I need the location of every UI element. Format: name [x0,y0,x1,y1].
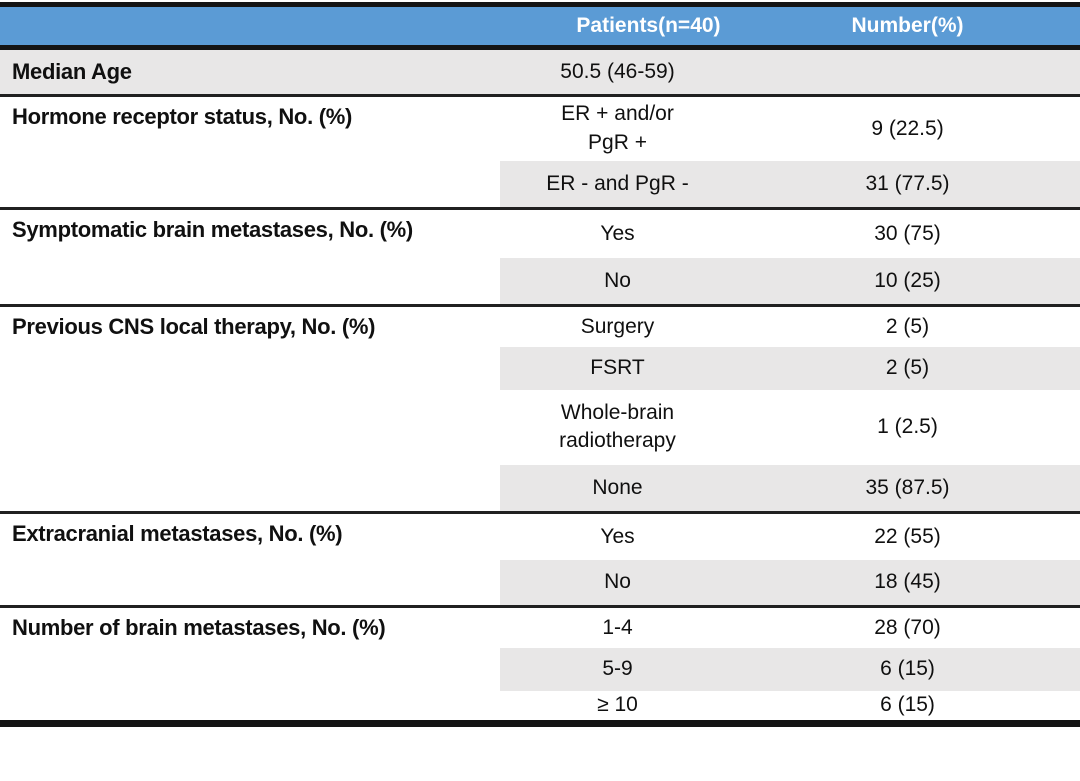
table-row: Whole-brain radiotherapy 1 (2.5) [0,390,1080,465]
row-number: 10 (25) [735,257,1080,306]
row-label: Number of brain metastases, No. (%) [0,606,500,724]
table-header: Patients(n=40) Number(%) [0,4,1080,50]
row-number: 22 (55) [874,524,941,548]
table-row: Median Age 50.5 (46-59) [0,47,1080,96]
group-previous-cns-local-therapy: Previous CNS local therapy, No. (%) Surg… [0,305,1080,513]
table-row: Hormone receptor status, No. (%) ER + an… [0,95,1080,209]
group-hormone-receptor-status: Hormone receptor status, No. (%) ER + an… [0,95,1080,209]
row-number: 18 (45) [735,559,1080,607]
row-value: Yes [600,524,635,548]
table-row: Extracranial metastases, No. (%) Yes 22 … [0,512,1080,607]
patient-characteristics-table: Patients(n=40) Number(%) Median Age 50.5… [0,2,1080,727]
table-row: None 35 (87.5) [0,464,1080,513]
header-number: Number(%) [735,4,1080,50]
table-row: 5-9 6 (15) [0,647,1080,691]
row-label: Previous CNS local therapy, No. (%) [0,305,500,513]
row-value: FSRT [500,346,735,390]
row-number [735,47,1080,96]
table-row: Symptomatic brain metastases, No. (%) Ye… [0,208,1080,306]
row-number: 2 (5) [735,346,1080,390]
row-number: 1 (2.5) [877,415,938,438]
row-label: Symptomatic brain metastases, No. (%) [0,208,500,306]
header-patients: Patients(n=40) [500,4,735,50]
row-value: No [500,257,735,306]
row-number: 30 (75) [874,221,941,245]
table-row: ER - and PgR - 31 (77.5) [0,160,1080,209]
row-value: No [500,559,735,607]
group-extracranial-metastases: Extracranial metastases, No. (%) Yes 22 … [0,512,1080,607]
row-value: ≥ 10 [597,693,638,717]
row-number: 35 (87.5) [735,464,1080,513]
group-symptomatic-brain-metastases: Symptomatic brain metastases, No. (%) Ye… [0,208,1080,306]
row-value: Whole-brain radiotherapy [559,400,676,452]
row-number: 28 (70) [874,615,941,639]
row-number: 6 (15) [880,693,935,717]
row-value: 1-4 [602,615,633,639]
table-row: No 18 (45) [0,559,1080,607]
header-row: Patients(n=40) Number(%) [0,4,1080,50]
row-value: 5-9 [500,647,735,691]
row-label: Median Age [0,47,500,96]
row-number: 9 (22.5) [871,116,944,140]
group-median-age: Median Age 50.5 (46-59) [0,47,1080,96]
row-value: ER - and PgR - [500,160,735,209]
group-number-of-brain-metastases: Number of brain metastases, No. (%) 1-4 … [0,606,1080,724]
row-number: 2 (5) [885,314,930,338]
row-number: 6 (15) [735,647,1080,691]
table-row: Previous CNS local therapy, No. (%) Surg… [0,305,1080,513]
row-value: ER + and/or PgR + [561,102,674,154]
header-empty-cell [0,4,500,50]
table-row: Number of brain metastases, No. (%) 1-4 … [0,606,1080,724]
row-label: Extracranial metastases, No. (%) [0,512,500,607]
row-value: Surgery [580,314,655,338]
row-value: Yes [600,221,635,245]
table-row: FSRT 2 (5) [0,346,1080,390]
table-row: ≥ 10 6 (15) [0,691,1080,724]
row-value: 50.5 (46-59) [500,47,735,96]
row-value: None [500,464,735,513]
table-row: No 10 (25) [0,257,1080,306]
row-label: Hormone receptor status, No. (%) [0,95,500,209]
row-number: 31 (77.5) [735,160,1080,209]
